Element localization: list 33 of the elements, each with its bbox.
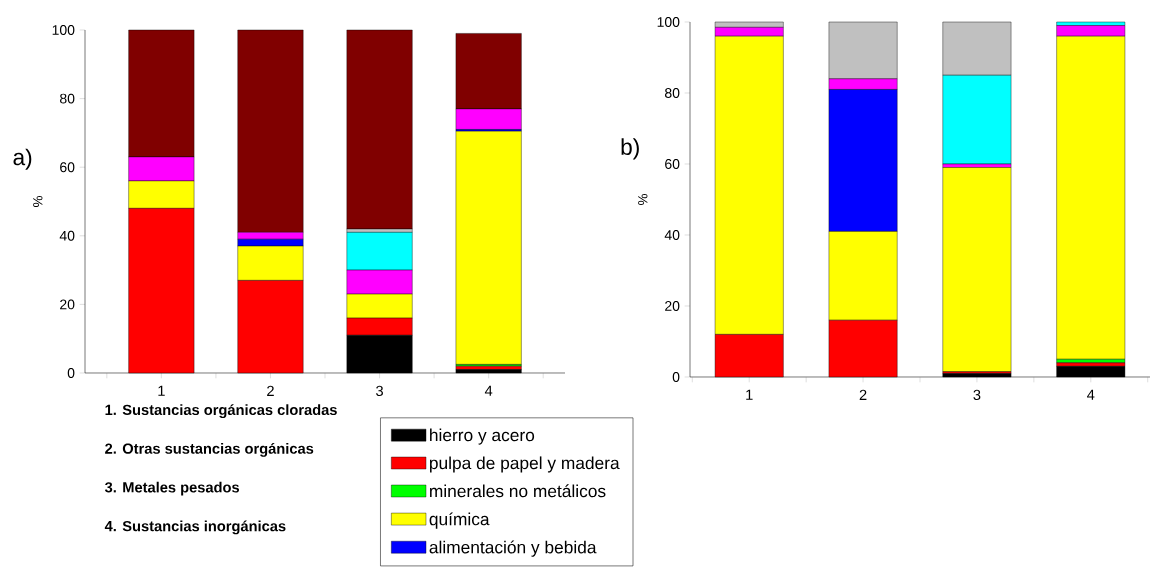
legend-label: alimentación y bebida bbox=[429, 540, 597, 557]
legend-label: hierro y acero bbox=[430, 428, 535, 445]
text: a) bbox=[13, 148, 32, 170]
legend-label: química bbox=[429, 512, 490, 529]
y-tick-label: 0 bbox=[67, 368, 75, 378]
x-tick-label: 2 bbox=[267, 385, 274, 396]
y-tick-label: 100 bbox=[52, 25, 75, 35]
y-tick-label: 80 bbox=[665, 88, 680, 98]
y-tick-label: 40 bbox=[59, 230, 75, 241]
legend-label: pulpa de papel y madera bbox=[429, 456, 620, 473]
y-tick-label: 60 bbox=[665, 159, 680, 169]
x-tick-label: 1 bbox=[746, 389, 753, 400]
text: 4. Sustancias inorgánicas bbox=[104, 520, 286, 535]
y-axis-title: % bbox=[33, 196, 43, 207]
x-tick-label: 3 bbox=[973, 389, 981, 401]
text: 1. Sustancias orgánicas cloradas bbox=[105, 404, 337, 418]
y-tick-label: 100 bbox=[657, 17, 680, 27]
y-tick-label: 20 bbox=[60, 299, 75, 310]
x-tick-label: 1 bbox=[158, 385, 165, 396]
y-tick-label: 0 bbox=[672, 372, 680, 382]
x-tick-label: 4 bbox=[1087, 389, 1095, 400]
legend-label: minerales no metálicos bbox=[430, 484, 606, 498]
y-axis-title: % bbox=[638, 194, 648, 205]
x-tick-label: 4 bbox=[484, 385, 493, 396]
y-tick-label: 40 bbox=[664, 230, 680, 240]
text: 3. Metales pesados bbox=[104, 481, 240, 496]
text: b) bbox=[621, 138, 639, 160]
x-tick-label: 3 bbox=[376, 385, 383, 397]
y-tick-label: 20 bbox=[665, 301, 680, 311]
text: 2. Otras sustancias orgánicas bbox=[105, 442, 314, 457]
y-tick-label: 60 bbox=[60, 162, 75, 173]
y-tick-label: 80 bbox=[60, 93, 75, 104]
x-tick-label: 2 bbox=[859, 389, 867, 400]
